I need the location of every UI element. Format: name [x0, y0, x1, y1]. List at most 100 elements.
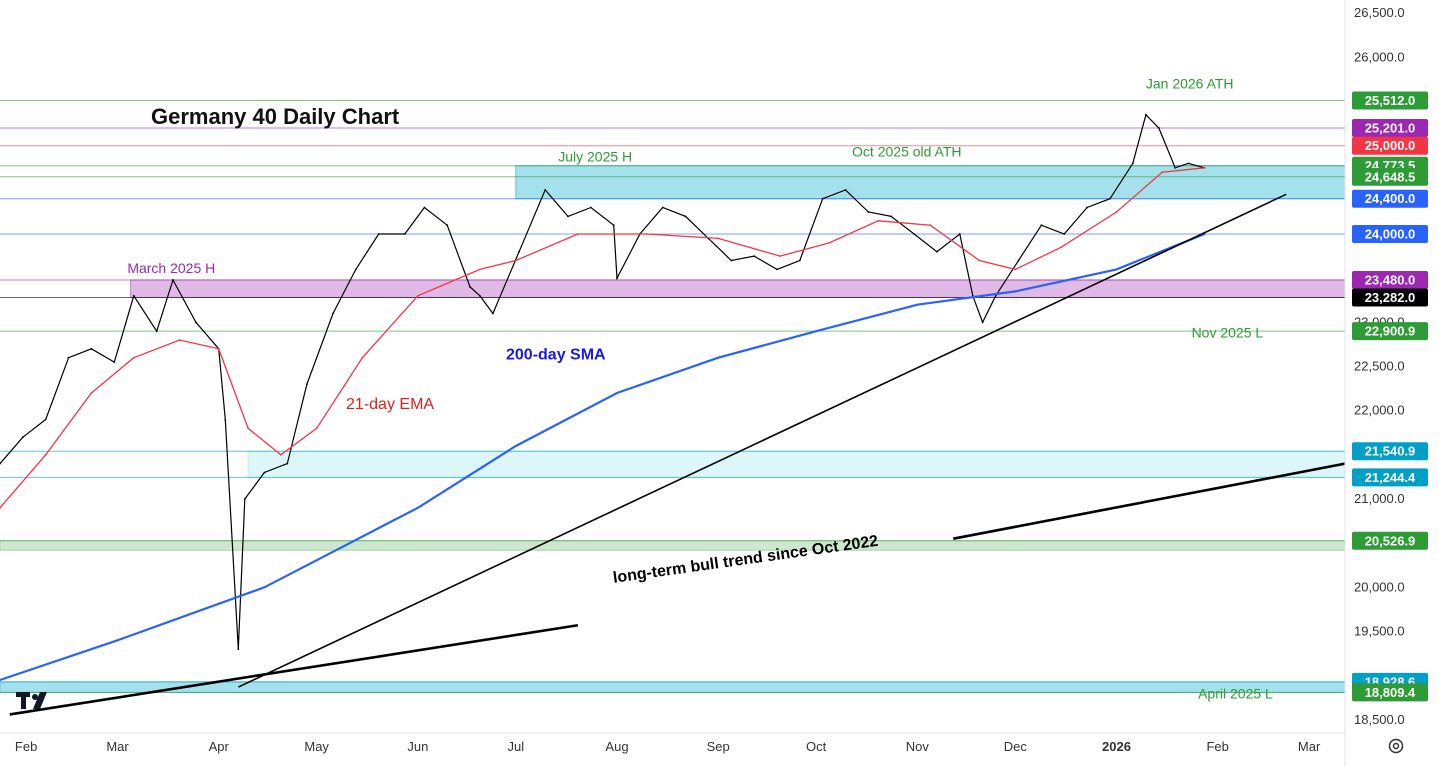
series-0-point-18 — [354, 268, 357, 271]
zone-0 — [515, 165, 1346, 200]
y-tick-label-4: 22,500.0 — [1354, 359, 1405, 374]
series-2-point-8 — [916, 303, 919, 306]
series-0-point-34 — [684, 215, 687, 218]
series-0-point-50 — [1017, 259, 1020, 262]
series-1-point-23 — [1115, 211, 1118, 213]
series-0-point-53 — [1086, 206, 1088, 209]
annotation-0: Jan 2026 ATH — [1146, 75, 1234, 91]
series-0-point-27 — [544, 188, 547, 191]
series-0-point-6 — [132, 294, 135, 297]
price-badge-0 — [1352, 91, 1428, 110]
series-0-point-37 — [753, 255, 756, 258]
series-0-point-51 — [1040, 224, 1043, 227]
series-1-point-24 — [1161, 171, 1164, 174]
gear-icon[interactable] — [1388, 738, 1404, 754]
price-badge-label-1: 25,201.0 — [1365, 120, 1416, 135]
series-0-point-8 — [172, 279, 174, 281]
price-badge-10 — [1352, 442, 1428, 461]
series-1-point-13 — [576, 233, 579, 235]
series-0-point-11 — [224, 418, 227, 421]
series-2-point-7 — [815, 330, 818, 333]
series-1-point-12 — [514, 259, 517, 262]
zone-1 — [130, 279, 1346, 298]
series-0-point-46 — [958, 233, 961, 235]
x-tick-label-6: Aug — [605, 739, 628, 754]
series-0-point-55 — [1131, 162, 1134, 165]
series-line-2 — [0, 232, 1206, 682]
series-1-point-17 — [828, 241, 831, 244]
series-1-point-6 — [247, 427, 250, 430]
y-tick-label-8: 19,500.0 — [1354, 623, 1405, 638]
series-1-point-9 — [361, 356, 364, 359]
price-badge-label-6: 24,000.0 — [1365, 227, 1416, 242]
x-tick-label-11: 2026 — [1102, 739, 1131, 754]
series-1-point-4 — [178, 339, 181, 341]
series-2-point-4 — [514, 445, 517, 447]
series-0-point-5 — [113, 361, 116, 363]
series-0-point-14 — [263, 471, 266, 474]
series-0-point-12 — [237, 648, 240, 651]
series-0-point-16 — [305, 383, 308, 386]
price-badge-label-8: 23,282.0 — [1365, 290, 1416, 305]
series-1-point-19 — [929, 224, 932, 227]
price-badge-label-9: 22,900.9 — [1365, 324, 1416, 339]
trendline-1 — [9, 623, 579, 716]
series-0-point-25 — [492, 312, 494, 315]
annotation-1: Oct 2025 old ATH — [852, 143, 961, 159]
series-1-point-15 — [717, 237, 720, 240]
chart-title: Germany 40 Daily Chart — [151, 104, 400, 129]
series-0-point-54 — [1109, 197, 1111, 200]
series-0-point-0 — [0, 462, 1, 465]
series-2-point-1 — [116, 639, 119, 642]
series-0-point-52 — [1063, 233, 1066, 235]
series-layer — [0, 113, 1206, 682]
price-badge-1 — [1352, 118, 1428, 137]
series-0-point-57 — [1158, 127, 1160, 129]
series-0-point-1 — [21, 436, 24, 439]
trendlines-layer — [9, 193, 1346, 716]
series-0-point-17 — [332, 312, 334, 315]
series-0-point-2 — [44, 418, 47, 421]
series-0-point-23 — [469, 286, 471, 288]
series-1-point-0 — [0, 506, 1, 509]
zones-layer — [0, 165, 1346, 693]
price-badge-label-7: 23,480.0 — [1365, 272, 1416, 287]
series-0-point-21 — [423, 206, 426, 209]
series-0-point-24 — [478, 294, 481, 297]
price-badge-12 — [1352, 531, 1428, 550]
x-tick-label-0: Feb — [15, 739, 37, 754]
zone-2 — [247, 450, 1346, 478]
series-0-point-49 — [994, 294, 997, 297]
price-badge-8 — [1352, 288, 1428, 307]
x-tick-label-10: Dec — [1004, 739, 1028, 754]
series-1-point-20 — [978, 259, 981, 262]
series-1-point-11 — [478, 268, 481, 271]
tradingview-logo-icon — [16, 692, 47, 709]
series-0-point-29 — [589, 206, 592, 209]
series-0-point-7 — [155, 330, 158, 333]
zone-3 — [0, 540, 1346, 551]
y-tick-label-5: 22,000.0 — [1354, 403, 1405, 418]
x-axis: Feb Mar Apr May Jun Jul Aug Sep Oct Nov Dec 2026 Feb… — [15, 739, 1321, 754]
annotation-5: April 2025 L — [1198, 686, 1273, 702]
series-0-point-33 — [661, 206, 664, 209]
series-0-point-19 — [377, 233, 380, 235]
y-tick-label-6: 21,000.0 — [1354, 491, 1405, 506]
x-tick-label-7: Sep — [707, 739, 730, 754]
series-1-point-16 — [779, 255, 782, 258]
series-0-point-38 — [776, 268, 778, 271]
x-tick-label-1: Mar — [106, 739, 129, 754]
price-badge-2 — [1352, 136, 1428, 155]
series-0-point-20 — [403, 233, 406, 235]
series-1-point-22 — [1060, 246, 1062, 249]
series-0-point-58 — [1174, 166, 1177, 169]
series-0-point-56 — [1144, 113, 1147, 116]
series-0-point-3 — [67, 356, 70, 359]
price-badge-label-14: 18,809.4 — [1365, 685, 1416, 700]
y-tick-label-7: 20,000.0 — [1354, 579, 1405, 594]
y-tick-label-0: 26,500.0 — [1354, 5, 1405, 20]
price-badge-label-10: 21,540.9 — [1365, 444, 1416, 459]
annotation-3: March 2025 H — [127, 260, 215, 276]
series-0-point-41 — [844, 188, 847, 191]
series-1-point-8 — [315, 427, 318, 430]
